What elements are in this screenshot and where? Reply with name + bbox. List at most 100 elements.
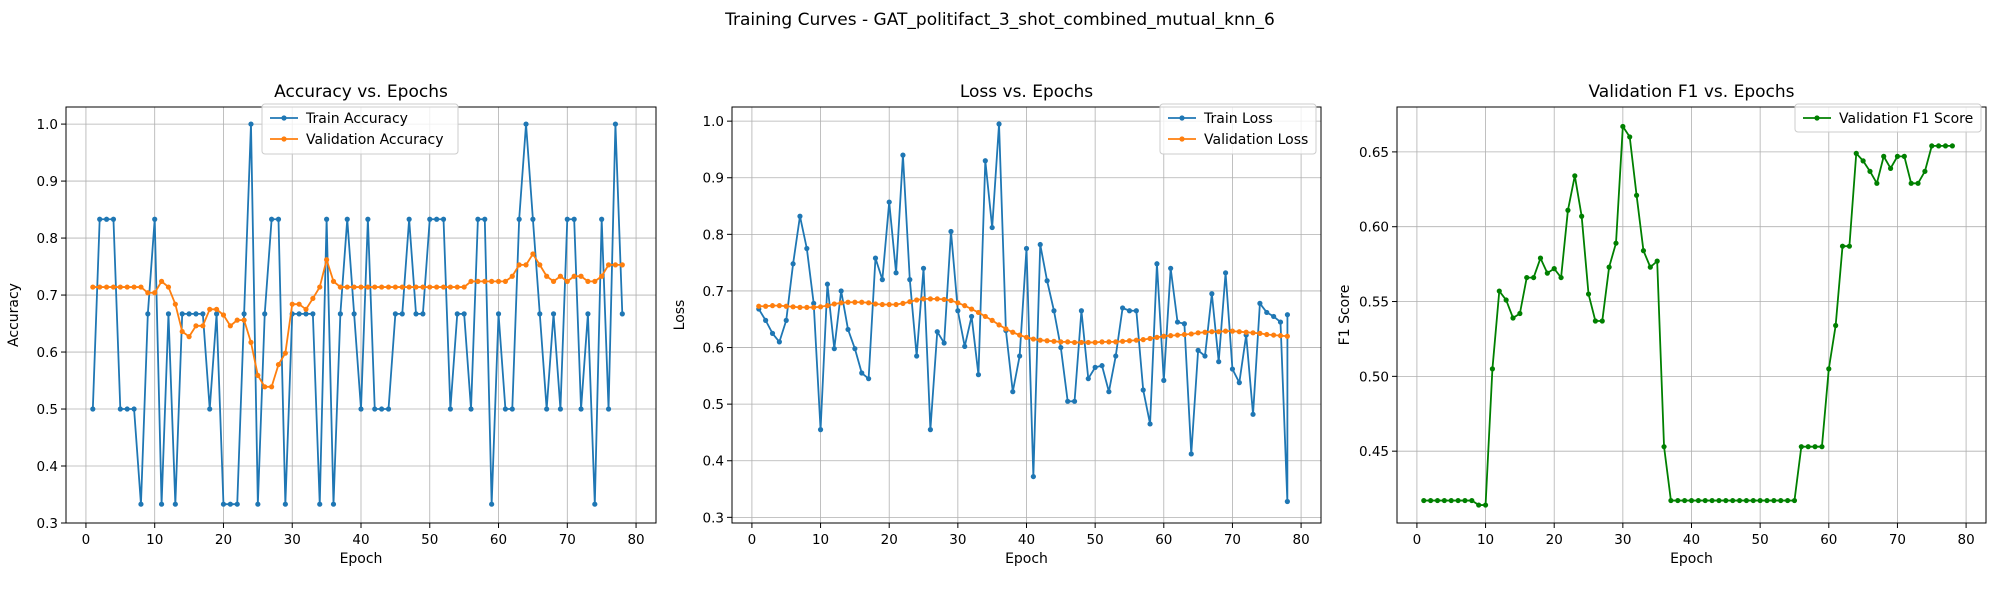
data-point	[955, 300, 961, 306]
data-point	[996, 121, 1002, 127]
data-point	[179, 311, 185, 317]
data-point	[427, 216, 433, 222]
data-point	[303, 306, 309, 312]
legend-entry: Train Loss	[1203, 111, 1273, 127]
data-point	[1819, 444, 1825, 450]
data-point	[1682, 497, 1688, 504]
y-tick-label: 0.50	[1359, 369, 1389, 385]
y-tick-label: 0.55	[1359, 295, 1389, 311]
data-point	[1058, 339, 1064, 345]
data-point	[907, 277, 913, 283]
data-point	[1113, 339, 1119, 345]
data-point	[186, 334, 192, 340]
data-point	[447, 406, 453, 412]
series-line	[758, 123, 1289, 503]
data-point	[1592, 318, 1598, 324]
data-point	[1284, 498, 1290, 505]
data-point	[516, 216, 522, 222]
data-point	[605, 406, 612, 412]
data-point	[1078, 339, 1085, 346]
data-point	[1222, 270, 1229, 276]
legend: Train Accuracy Validation Accuracy	[261, 103, 459, 155]
data-point	[1126, 338, 1133, 344]
data-point	[241, 311, 247, 317]
y-tick-label: 0.5	[37, 402, 58, 418]
data-point	[1065, 339, 1071, 345]
data-point	[372, 406, 378, 412]
data-point	[1030, 336, 1036, 342]
data-point	[776, 303, 782, 309]
data-point	[344, 284, 350, 290]
data-point	[495, 278, 502, 284]
data-point	[1812, 444, 1818, 450]
data-point	[138, 284, 144, 290]
data-point	[1181, 321, 1187, 327]
data-point	[962, 303, 968, 309]
data-point	[1168, 333, 1174, 339]
data-point	[482, 216, 488, 222]
data-point	[296, 311, 302, 317]
data-point	[165, 284, 172, 290]
data-point	[872, 301, 879, 307]
data-point	[948, 228, 954, 235]
y-tick-label: 0.60	[1359, 220, 1389, 236]
data-point	[172, 301, 178, 307]
data-point	[996, 322, 1002, 328]
data-point	[585, 311, 591, 317]
y-tick-label: 0.8	[703, 227, 724, 243]
x-tick-label: 10	[812, 532, 829, 548]
chart-2: 0 10 20 30 40 50 60 70 80 0.3 0.4 0.5 0.6 0.7 0.8 0.9 1.…	[672, 82, 1322, 567]
data-point	[1195, 330, 1201, 336]
data-point	[1503, 297, 1509, 303]
data-point	[1613, 240, 1619, 246]
data-point	[1537, 255, 1544, 261]
data-point	[1154, 261, 1160, 267]
data-point	[530, 216, 536, 222]
data-point	[420, 284, 426, 290]
data-point	[920, 265, 927, 271]
chart-title: Loss vs. Epochs	[960, 82, 1093, 102]
data-point	[1716, 497, 1722, 504]
data-point	[1257, 330, 1263, 336]
data-point	[914, 353, 920, 359]
x-tick-label: 80	[627, 532, 644, 548]
data-point	[324, 216, 330, 222]
data-point	[1771, 497, 1777, 504]
data-point	[1936, 143, 1942, 149]
data-point	[934, 329, 940, 335]
data-point	[557, 273, 564, 279]
data-point	[1654, 258, 1660, 264]
data-point	[1195, 347, 1201, 353]
data-point	[1154, 334, 1160, 340]
x-tick-label: 50	[1087, 532, 1104, 548]
data-point	[962, 343, 968, 350]
data-point	[900, 152, 906, 158]
data-point	[1428, 497, 1434, 504]
data-point	[612, 121, 619, 127]
data-point	[385, 284, 392, 290]
data-point	[989, 224, 995, 231]
data-point	[1922, 168, 1928, 174]
data-point	[1743, 497, 1750, 504]
legend-box	[1159, 103, 1317, 155]
data-point	[468, 406, 474, 412]
data-point	[1730, 497, 1736, 504]
data-point	[296, 301, 302, 307]
data-point	[1017, 353, 1023, 359]
data-point	[585, 278, 591, 284]
data-point	[269, 216, 275, 222]
data-point	[103, 216, 110, 222]
y-tick-label: 0.5	[703, 397, 724, 413]
data-point	[324, 257, 330, 263]
data-point	[124, 284, 130, 290]
data-point	[200, 311, 206, 317]
series-line	[91, 123, 624, 506]
data-point	[1531, 274, 1537, 281]
data-point	[804, 304, 810, 310]
data-point	[592, 501, 598, 507]
data-point	[440, 216, 447, 222]
data-point	[248, 121, 254, 127]
data-point	[454, 284, 460, 290]
data-point	[1709, 497, 1715, 504]
data-point	[1202, 329, 1208, 335]
